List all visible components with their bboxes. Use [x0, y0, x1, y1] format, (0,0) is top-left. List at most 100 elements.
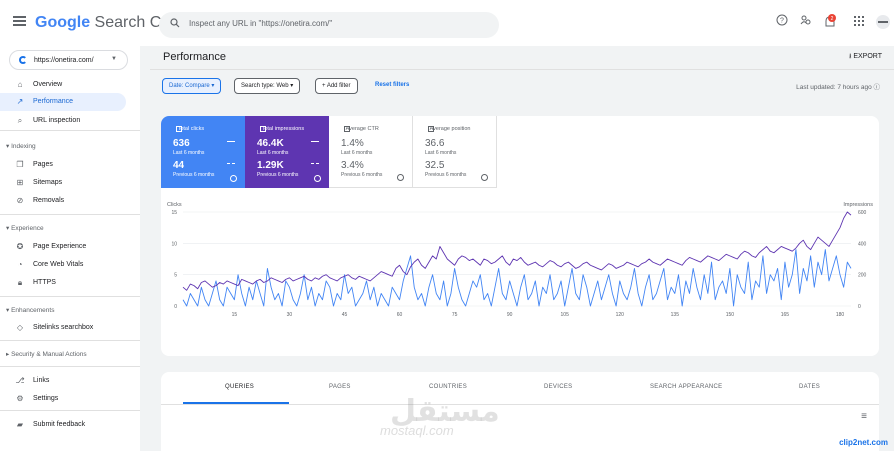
help-icon[interactable]: [397, 174, 404, 181]
search-type-chip[interactable]: Search type: Web ▾: [234, 78, 301, 94]
tab-dates[interactable]: DATES: [799, 384, 821, 390]
help-icon[interactable]: ?: [773, 14, 791, 32]
metric-value: 636: [173, 138, 190, 149]
legend-dashed-line: [227, 163, 235, 164]
sidebar-item-feedback[interactable]: ▰ Submit feedback: [0, 416, 126, 434]
series-line-impressions: [182, 211, 852, 291]
x-tick-label: 75: [452, 312, 458, 318]
divider: [0, 340, 140, 341]
last-updated: Last updated: 7 hours ago ⓘ: [796, 81, 880, 91]
filter-icon[interactable]: ≡: [861, 411, 867, 422]
property-icon: [19, 56, 27, 64]
sidebar-item-https[interactable]: 🔒︎ HTTPS: [0, 274, 126, 292]
metric-previous-period: Previous 6 months: [341, 172, 383, 178]
metric-previous-value: 1.29K: [257, 160, 284, 171]
links-icon: ⎇: [15, 376, 25, 385]
x-tick-label: 150: [726, 312, 735, 318]
add-filter-button[interactable]: + Add filter: [315, 78, 358, 94]
chart-series: [182, 211, 852, 307]
date-filter-chip[interactable]: Date: Compare ▾: [162, 78, 222, 94]
reset-filters-link[interactable]: Reset filters: [375, 82, 410, 88]
sidebar-item-page-experience[interactable]: ✪ Page Experience: [0, 238, 126, 256]
left-tick-label: 5: [174, 273, 177, 279]
gear-icon: ⚙: [16, 394, 24, 403]
checkbox-icon: [344, 126, 350, 132]
notification-count: 2: [831, 16, 834, 22]
metric-label: Total impressions: [257, 126, 304, 132]
metric-total-impressions[interactable]: Total impressions 46.4K Last 6 months 1.…: [245, 116, 329, 188]
sidebar-item-label: Links: [33, 377, 50, 384]
diamond-icon: ◇: [16, 323, 24, 332]
legend-solid-line: [227, 141, 235, 142]
metric-previous-value: 3.4%: [341, 160, 364, 171]
tab-queries[interactable]: QUERIES: [225, 384, 255, 390]
sidebar-item-sitelinks-searchbox[interactable]: ◇ Sitelinks searchbox: [0, 319, 126, 337]
x-tick-label: 60: [397, 312, 403, 318]
tab-countries[interactable]: COUNTRIES: [429, 384, 468, 390]
section-experience[interactable]: ▾ Experience: [6, 225, 44, 232]
sidebar-item-overview[interactable]: ⌂ Overview: [0, 76, 126, 94]
logo-google: Google: [35, 14, 91, 31]
section-enhancements[interactable]: ▾ Enhancements: [6, 307, 55, 314]
x-tick-label: 30: [287, 312, 293, 318]
sitemap-icon: ⊞: [16, 178, 24, 187]
metric-total-clicks[interactable]: Total clicks 636 Last 6 months 44 Previo…: [161, 116, 245, 188]
performance-card: Total clicks 636 Last 6 months 44 Previo…: [161, 116, 879, 356]
sidebar-item-links[interactable]: ⎇ Links: [0, 372, 126, 390]
metric-average-position[interactable]: Average position 36.6 Last 6 months 32.5…: [413, 116, 497, 188]
page-header: Performance ⭳ EXPORT: [150, 46, 894, 70]
checkbox-icon: [176, 126, 182, 132]
metric-previous-value: 32.5: [425, 160, 445, 171]
feedback-icon: ▰: [16, 420, 24, 429]
menu-icon[interactable]: [13, 16, 26, 26]
section-security[interactable]: ▸ Security & Manual Actions: [6, 351, 87, 358]
sidebar-item-label: HTTPS: [33, 279, 56, 286]
left-tick-label: 0: [174, 304, 177, 310]
watermark-url: mostaql.com: [380, 423, 454, 438]
sidebar-item-sitemaps[interactable]: ⊞ Sitemaps: [0, 174, 126, 192]
sidebar-item-label: Overview: [33, 81, 63, 88]
sidebar: https://onetira.com/ ▼ ⌂ Overview ↗ Perf…: [0, 46, 140, 451]
notifications-icon[interactable]: 2: [821, 14, 839, 32]
sidebar-item-settings[interactable]: ⚙ Settings: [0, 390, 126, 408]
last-updated-text: Last updated: 7 hours ago: [796, 84, 872, 91]
help-icon[interactable]: [314, 175, 321, 182]
account-avatar[interactable]: [874, 14, 892, 32]
property-selector[interactable]: https://onetira.com/ ▼: [9, 50, 128, 70]
sidebar-item-label: Removals: [33, 197, 65, 204]
sidebar-item-url-inspection[interactable]: ⌕ URL inspection: [0, 112, 126, 130]
section-indexing[interactable]: ▾ Indexing: [6, 143, 36, 150]
x-tick-label: 105: [561, 312, 570, 318]
apps-grid-icon[interactable]: [850, 14, 868, 32]
export-button[interactable]: ⭳ EXPORT: [849, 52, 882, 63]
checkbox-icon: [428, 126, 434, 132]
section-label: Indexing: [11, 143, 36, 150]
home-icon: ⌂: [17, 80, 23, 89]
left-tick-label: 10: [171, 241, 177, 247]
tab-pages[interactable]: PAGES: [329, 384, 351, 390]
metric-average-ctr[interactable]: Average CTR 1.4% Last 6 months 3.4% Prev…: [329, 116, 413, 188]
metric-value: 46.4K: [257, 138, 284, 149]
checkbox-icon: [260, 126, 266, 132]
help-icon[interactable]: [481, 174, 488, 181]
tab-search-appearance[interactable]: SEARCH APPEARANCE: [650, 384, 723, 390]
sidebar-item-core-web-vitals[interactable]: ◔ Core Web Vitals: [0, 256, 126, 274]
sidebar-item-performance[interactable]: ↗ Performance: [0, 93, 126, 111]
right-tick-label: 400: [858, 241, 867, 247]
sidebar-item-removals[interactable]: ⊘ Removals: [0, 192, 126, 210]
manage-users-icon[interactable]: [797, 14, 815, 32]
gauge-icon: ◔: [17, 260, 23, 269]
section-label: Security & Manual Actions: [11, 351, 87, 358]
metric-period: Last 6 months: [257, 150, 289, 156]
tab-devices[interactable]: DEVICES: [544, 384, 573, 390]
chip-label: Search type: Web: [241, 83, 289, 89]
sidebar-item-label: Submit feedback: [33, 421, 86, 428]
sidebar-item-pages[interactable]: ❐ Pages: [0, 156, 126, 174]
url-inspect-search[interactable]: Inspect any URL in "https://onetira.com/…: [159, 12, 499, 38]
right-axis-label: Impressions: [843, 202, 873, 208]
help-icon[interactable]: ⓘ: [873, 84, 881, 91]
metric-label: Average position: [425, 126, 470, 132]
top-bar: Google Search Console Inspect any URL in…: [0, 0, 894, 46]
help-icon[interactable]: [230, 175, 237, 182]
